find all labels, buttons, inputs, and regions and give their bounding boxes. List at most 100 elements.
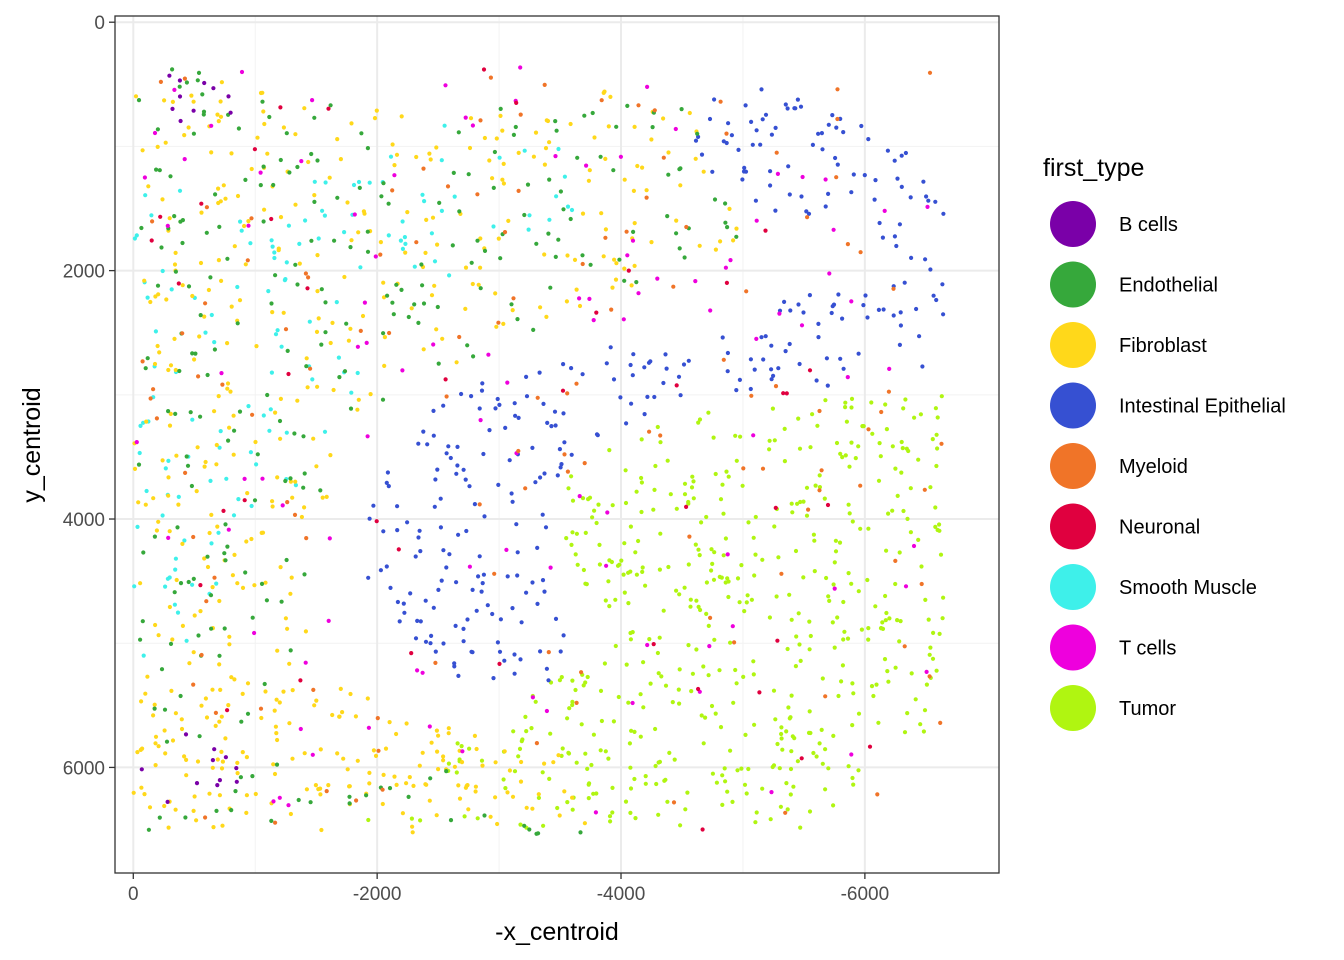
data-point [708,615,713,621]
data-point [319,342,324,347]
data-point [629,401,634,406]
data-point [634,280,639,285]
data-point [713,471,718,477]
data-point [348,406,354,411]
data-point [608,819,613,824]
data-point [538,649,543,654]
data-point [823,694,828,699]
data-point [380,397,386,402]
data-point [560,388,566,393]
data-point [262,121,267,127]
data-point [799,323,805,328]
data-point [180,283,185,288]
data-point [467,746,472,751]
data-point [777,766,782,771]
data-point [644,195,649,200]
data-point [773,505,778,510]
data-point [216,530,221,535]
data-point [292,512,298,518]
data-point [139,225,144,231]
data-point [784,729,789,734]
data-point [899,439,904,445]
data-point [647,429,652,434]
data-point [850,519,855,524]
data-point [835,615,840,620]
data-point [510,606,515,611]
data-point [598,688,604,694]
data-point [297,261,302,266]
points-neuronal [149,67,873,832]
data-point [505,574,510,579]
data-point [501,321,506,326]
data-point [244,810,249,816]
legend-label: B cells [1119,214,1178,236]
data-point [349,121,354,126]
data-point [638,692,643,697]
data-point [487,158,492,163]
data-point [826,594,831,599]
data-point [640,565,645,570]
data-point [909,671,914,676]
data-point [246,219,251,224]
data-point [592,508,597,513]
data-point [243,177,248,182]
data-point [556,753,561,758]
data-point [478,418,483,423]
data-point [723,201,728,206]
data-point [856,444,861,449]
data-point [938,552,944,557]
data-point [672,757,677,762]
data-point [650,125,655,130]
legend-label: Intestinal Epithelial [1119,396,1286,418]
data-point [203,815,208,820]
data-point [203,696,208,701]
data-point [204,599,209,604]
data-point [902,730,908,735]
data-point [358,328,363,333]
data-point [258,170,263,175]
data-point [610,785,615,791]
data-point [806,507,811,512]
data-point [713,711,718,716]
data-point [392,774,397,779]
data-point [916,537,921,543]
data-point [527,213,532,218]
data-point [760,117,765,122]
data-point [278,396,283,401]
data-point [415,618,420,624]
data-point [184,80,189,85]
data-point [664,366,669,371]
data-point [535,601,540,607]
data-point [441,548,446,553]
data-point [138,637,143,642]
data-point [885,148,891,153]
data-point [439,208,444,213]
data-point [213,710,218,716]
data-point [167,73,172,78]
data-point [237,409,243,414]
data-point [574,700,579,706]
data-point [858,526,863,531]
data-point [682,492,688,497]
data-point [622,177,627,182]
data-point [166,475,171,480]
data-point [399,114,404,119]
data-point [195,445,200,450]
data-point [795,97,801,102]
data-point [225,544,230,549]
data-point [642,412,647,417]
data-point [261,219,266,224]
data-point [274,697,279,702]
data-point [236,497,241,502]
data-point [789,693,794,698]
data-point [830,304,835,309]
data-point [163,584,168,589]
data-point [688,604,693,609]
data-point [823,747,828,752]
data-point [769,377,774,382]
data-point [846,571,851,576]
data-point [469,260,474,265]
data-point [699,152,705,157]
data-point [296,797,301,803]
data-point [574,381,579,386]
